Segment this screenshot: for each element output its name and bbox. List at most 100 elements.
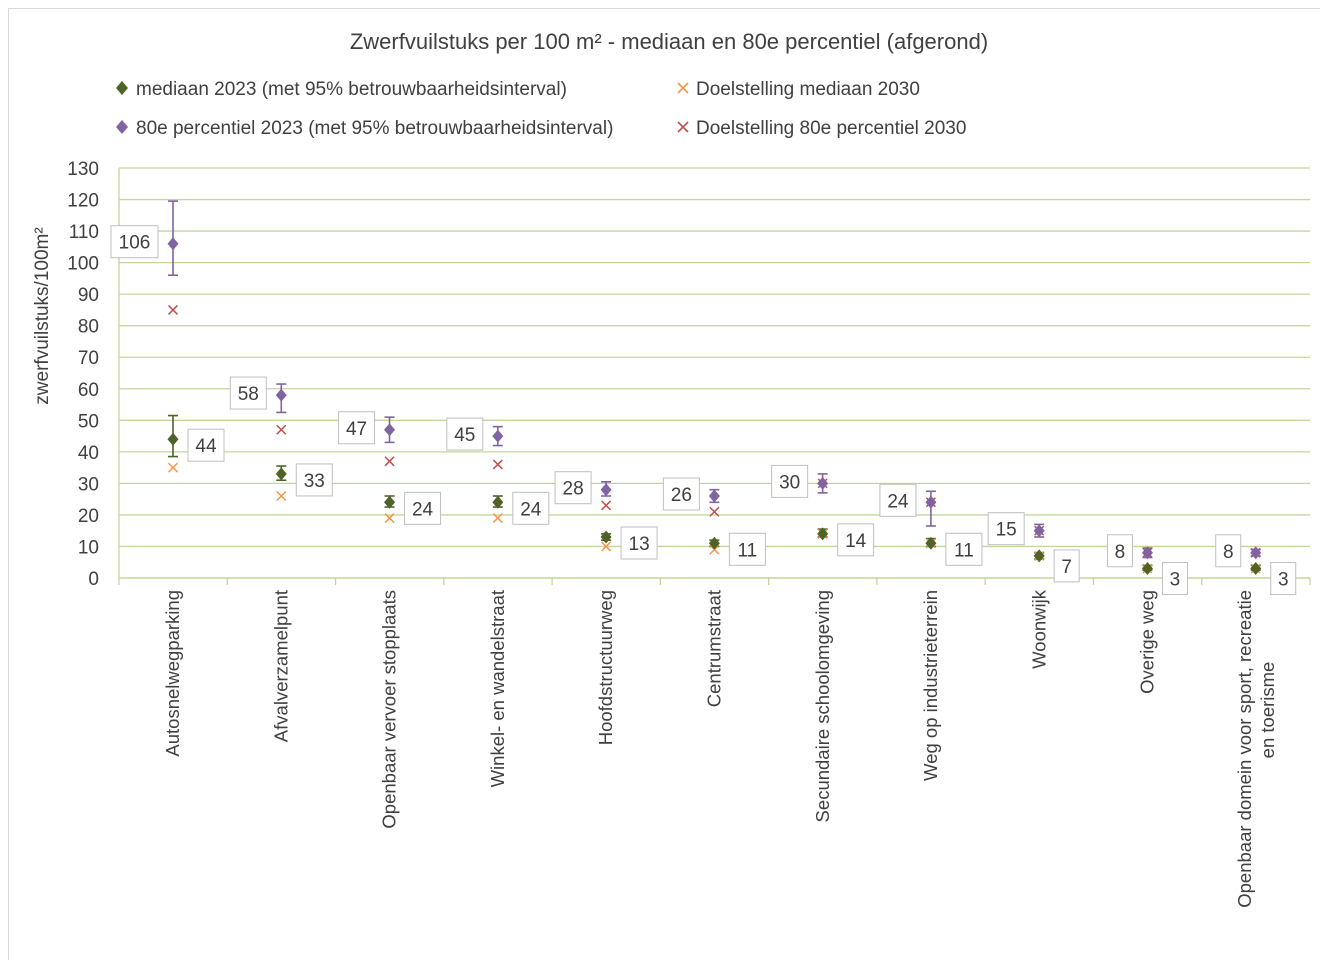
- p80-data-label-text: 26: [671, 485, 692, 506]
- p80-data-label-text: 24: [887, 491, 909, 512]
- category-label: Hoofdstructuurweg: [595, 590, 616, 745]
- p80-data-label: 30: [771, 464, 809, 498]
- p80-target-point: [492, 459, 503, 470]
- p80-data-label-text: 58: [238, 384, 259, 405]
- y-tick-label-0: 0: [88, 569, 99, 590]
- x-axis: [118, 577, 1311, 585]
- y-tick-label-100: 100: [67, 254, 99, 275]
- p80-point: [817, 476, 829, 490]
- median-point: [925, 536, 937, 550]
- y-tick-label-40: 40: [78, 443, 99, 464]
- y-axis-label: zwerfvuilstuks/100m²: [32, 227, 53, 404]
- p80-data-label: 24: [879, 483, 917, 517]
- y-tick-label-120: 120: [67, 191, 99, 212]
- category-label: Woonwijk: [1028, 589, 1049, 669]
- median-data-label-text: 24: [520, 499, 542, 520]
- category-label: Openbaar vervoer stopplaats: [379, 590, 400, 829]
- legend-label-median: mediaan 2023 (met 95% betrouwbaarheidsin…: [136, 79, 567, 100]
- legend-item-median: mediaan 2023 (met 95% betrouwbaarheidsin…: [116, 79, 567, 100]
- p80-data-label-box: [338, 411, 376, 445]
- median-data-label: 44: [187, 428, 225, 462]
- median-point: [1033, 549, 1045, 563]
- median-data-label: 11: [728, 532, 766, 566]
- legend-item-p80-target: Doelstelling 80e percentiel 2030: [677, 118, 966, 139]
- median-target-point: [384, 513, 395, 524]
- legend-label-p80-target: Doelstelling 80e percentiel 2030: [696, 118, 966, 139]
- legend-diamond-median-icon: [116, 81, 128, 95]
- median-data-label-text: 44: [195, 436, 217, 457]
- category-label: Secundaire schoolomgeving: [812, 590, 833, 822]
- y-tick-label-130: 130: [67, 159, 99, 180]
- p80-point: [1033, 524, 1045, 538]
- p80-data-label: 45: [446, 417, 484, 451]
- median-data-label-box: [728, 532, 766, 566]
- median-target-point: [601, 541, 612, 552]
- p80-data-label-box: [1106, 534, 1133, 568]
- median-data-label: 14: [837, 523, 875, 557]
- median-data-label-text: 3: [1278, 570, 1289, 591]
- median-data-label-text: 11: [737, 540, 757, 561]
- median-data-label-box: [187, 428, 225, 462]
- p80-data-label: 15: [987, 512, 1025, 546]
- p80-target-point: [384, 456, 395, 467]
- median-data-label: 3: [1161, 562, 1188, 596]
- p80-point: [384, 423, 396, 437]
- y-tick-label-50: 50: [78, 411, 99, 432]
- p80-data-label-text: 30: [779, 472, 800, 493]
- p80-data-label-box: [446, 417, 484, 451]
- legend-label-median-target: Doelstelling mediaan 2030: [696, 79, 920, 100]
- p80-point: [1250, 546, 1262, 560]
- p80-point: [492, 429, 504, 443]
- median-data-label-text: 3: [1170, 570, 1181, 591]
- median-data-label: 13: [620, 526, 658, 560]
- p80-data-label-box: [1215, 534, 1242, 568]
- y-axis-ticks: 0 10 20 30 40 50 60 70 80 90 100 110 120 130: [67, 159, 99, 590]
- p80-target-point: [709, 506, 720, 517]
- median-point: [1250, 562, 1262, 576]
- p80-data-label-text: 106: [119, 233, 151, 254]
- p80-data-label-text: 28: [563, 479, 584, 500]
- legend-label-p80: 80e percentiel 2023 (met 95% betrouwbaar…: [136, 118, 613, 139]
- p80-target-point: [276, 424, 287, 435]
- p80-data-label-text: 45: [454, 425, 475, 446]
- median-data-label-text: 24: [412, 499, 434, 520]
- y-tick-label-30: 30: [78, 474, 99, 495]
- category-labels: Autosnelwegparking Afvalverzamelpunt Openb…: [162, 589, 1278, 908]
- p80-data-label-box: [229, 376, 267, 410]
- median-data-label-box: [1053, 549, 1080, 583]
- p80-target-point: [601, 500, 612, 511]
- median-data-label-text: 11: [954, 540, 974, 561]
- median-data-label-box: [837, 523, 875, 557]
- median-point: [275, 467, 287, 481]
- p80-data-label: 47: [338, 411, 376, 445]
- p80-data-label-box: [110, 225, 159, 259]
- data-marks: [167, 200, 1262, 576]
- median-point: [492, 495, 504, 509]
- median-data-label: 11: [945, 532, 983, 566]
- median-point: [167, 432, 179, 446]
- median-data-label-box: [404, 491, 442, 525]
- y-tick-label-90: 90: [78, 285, 99, 306]
- p80-data-label-box: [554, 471, 592, 505]
- p80-data-label-box: [662, 477, 700, 511]
- category-label: Autosnelwegparking: [162, 590, 183, 757]
- y-tick-label-60: 60: [78, 380, 99, 401]
- median-data-label-box: [945, 532, 983, 566]
- y-tick-label-20: 20: [78, 506, 99, 527]
- legend: mediaan 2023 (met 95% betrouwbaarheidsin…: [116, 79, 966, 139]
- median-data-label-text: 14: [845, 531, 867, 552]
- median-target-point: [167, 462, 179, 473]
- p80-data-label-text: 15: [996, 520, 1017, 541]
- category-label: Overige weg: [1137, 590, 1158, 694]
- legend-diamond-p80-icon: [116, 120, 128, 134]
- legend-item-median-target: Doelstelling mediaan 2030: [677, 79, 920, 100]
- p80-data-label: 28: [554, 471, 592, 505]
- y-tick-label-10: 10: [78, 537, 99, 558]
- p80-data-label-box: [771, 464, 809, 498]
- p80-target-point: [167, 304, 179, 315]
- p80-point: [167, 237, 179, 251]
- category-label: Afvalverzamelpunt: [270, 590, 291, 742]
- median-point: [708, 536, 720, 550]
- gridlines: [118, 167, 1310, 578]
